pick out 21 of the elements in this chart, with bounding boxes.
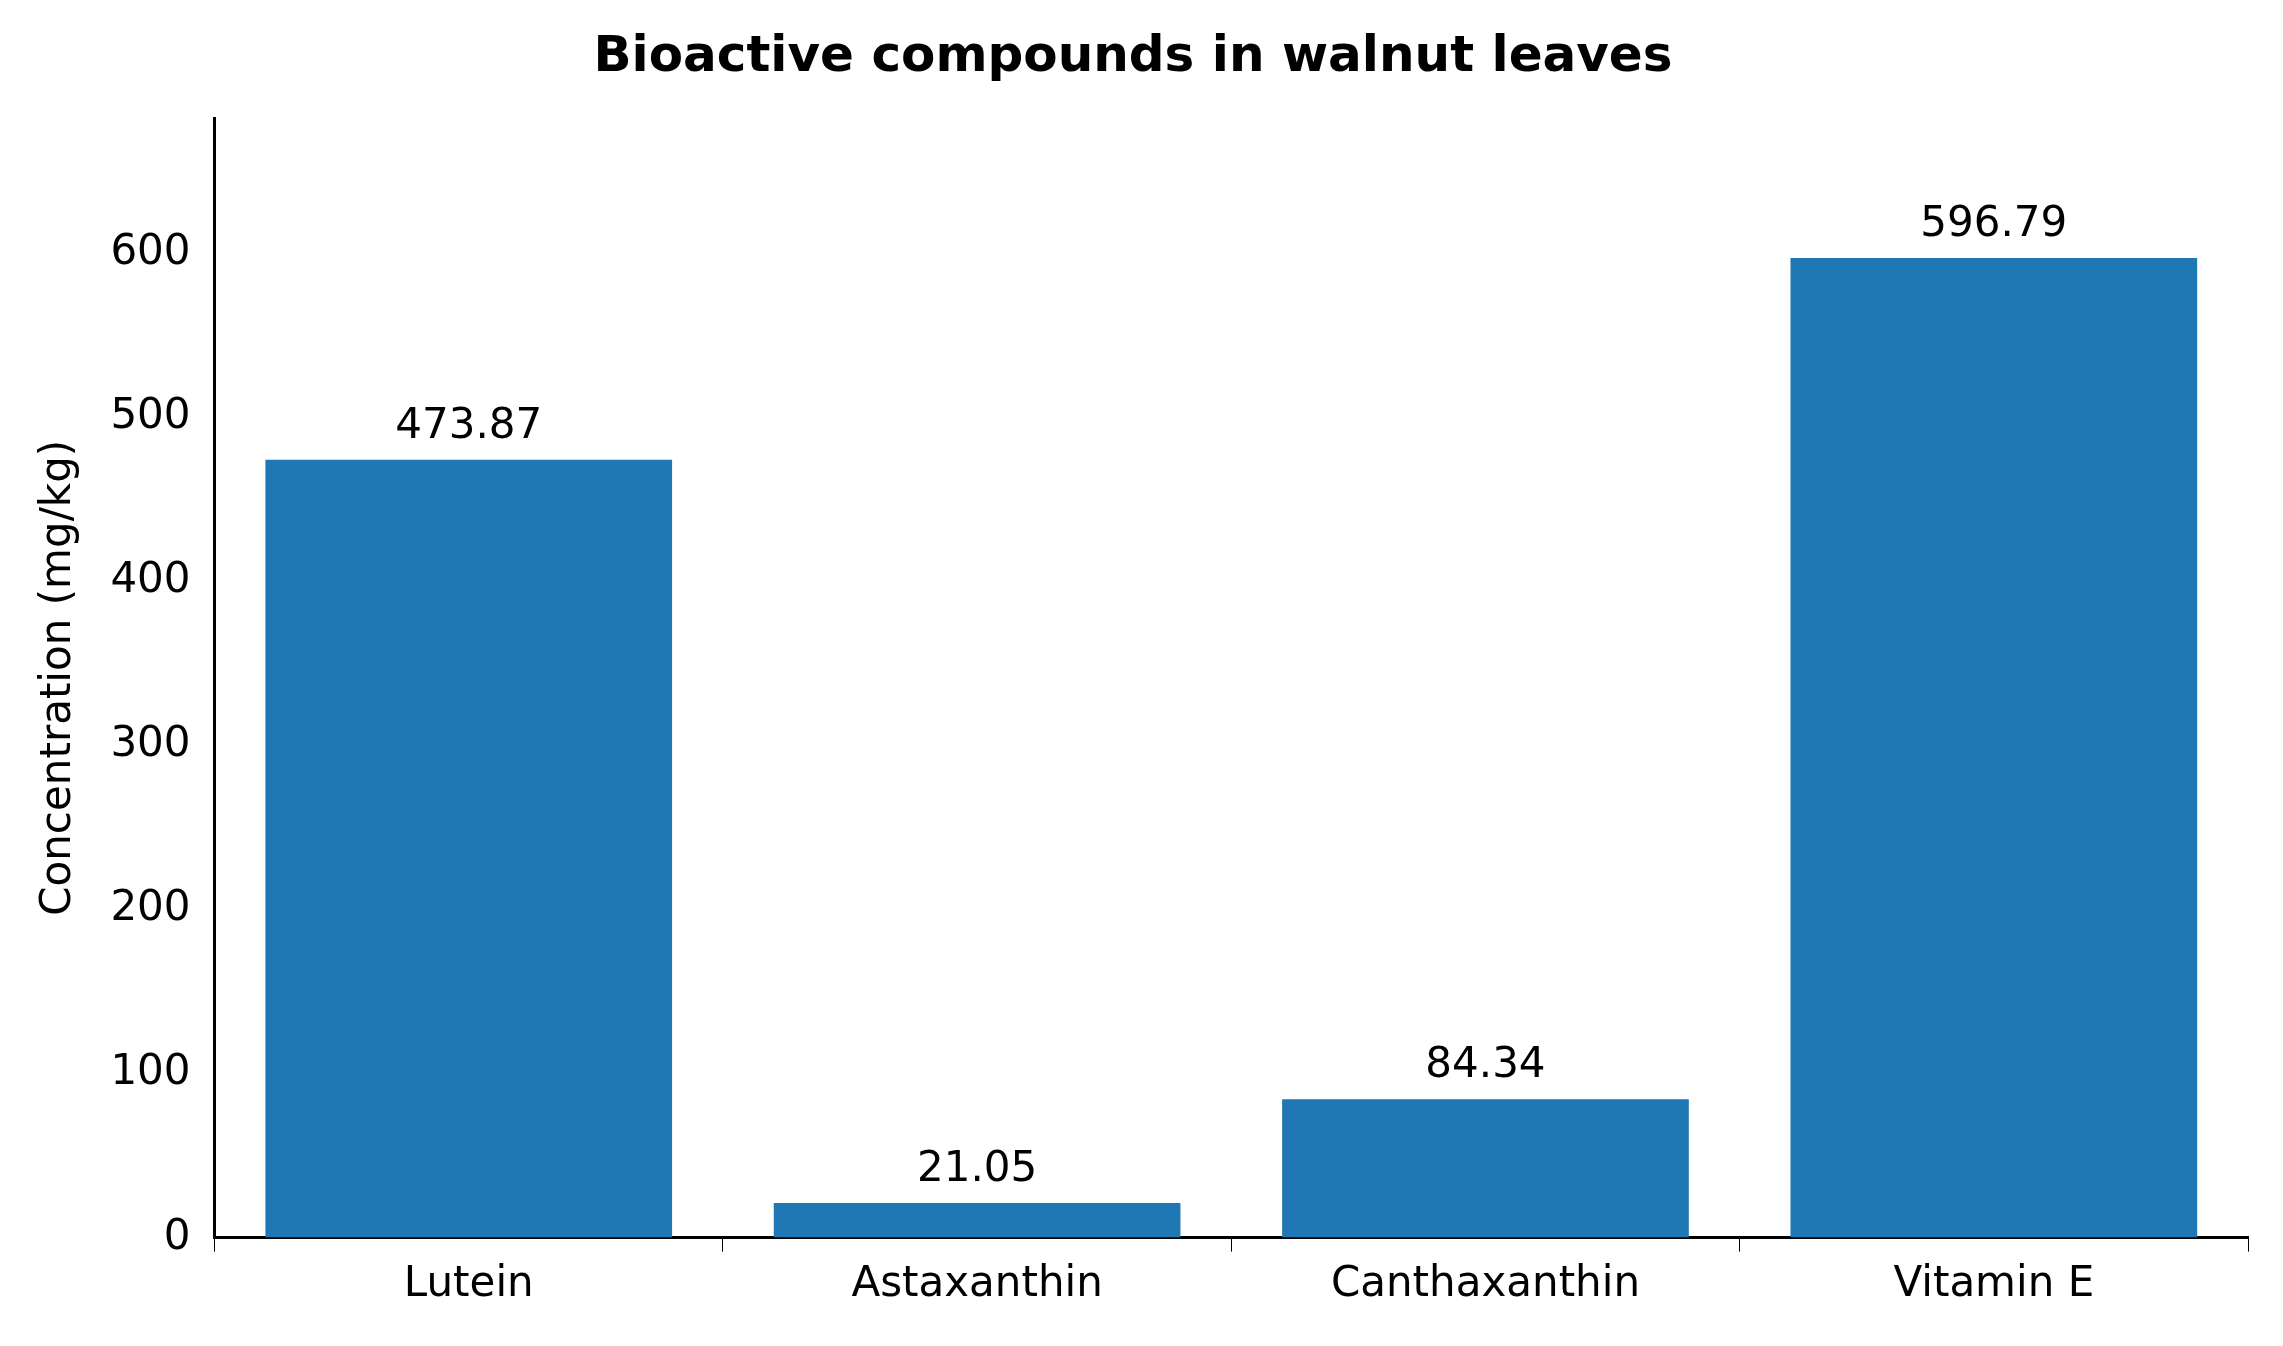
x-tick-label: Vitamin E [1893, 1256, 2095, 1306]
y-tick-label: 400 [110, 552, 191, 602]
y-tick-label: 200 [110, 881, 191, 931]
data-label: 596.79 [1920, 196, 2068, 246]
data-label: 473.87 [395, 398, 543, 448]
bar [1790, 257, 2198, 1238]
x-tick-label: Astaxanthin [851, 1256, 1103, 1306]
bar [773, 1203, 1181, 1238]
bar [265, 459, 673, 1238]
y-tick-label: 100 [110, 1045, 191, 1095]
y-tick-label: 500 [110, 388, 191, 438]
y-tick-label: 600 [110, 224, 191, 274]
y-axis-title: Concentration (mg/kg) [31, 439, 81, 916]
bar [1282, 1099, 1689, 1238]
chart-title: Bioactive compounds in walnut leaves [593, 24, 1673, 83]
x-tick-label: Lutein [403, 1256, 534, 1306]
data-label: 84.34 [1425, 1038, 1546, 1088]
data-label: 21.05 [916, 1141, 1038, 1191]
y-tick-label: 300 [110, 717, 191, 767]
y-tick-label: 0 [163, 1209, 191, 1259]
x-tick-label: Canthaxanthin [1330, 1256, 1641, 1306]
